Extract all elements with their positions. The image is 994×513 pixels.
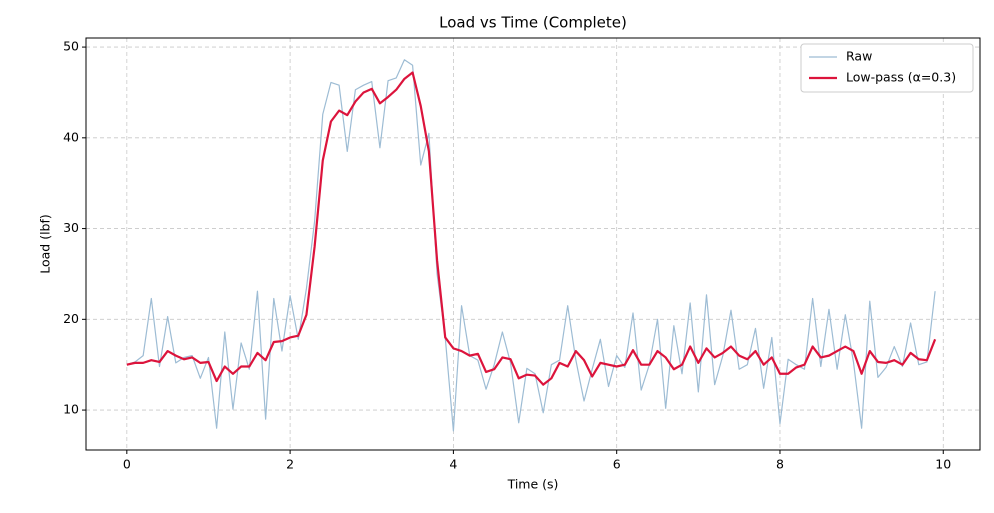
x-tick-label: 10	[935, 457, 951, 472]
plot-frame	[85, 37, 981, 451]
x-tick-label: 0	[123, 457, 131, 472]
y-tick-label: 30	[63, 220, 79, 235]
x-tick-label: 8	[776, 457, 784, 472]
y-tick-label: 40	[63, 129, 79, 144]
x-axis-label: Time (s)	[507, 477, 559, 492]
x-tick-label: 2	[286, 457, 294, 472]
legend-label: Low-pass (α=0.3)	[846, 70, 956, 85]
y-tick-label: 50	[63, 39, 79, 54]
y-axis-label: Load (lbf)	[38, 214, 53, 274]
x-tick-label: 4	[449, 457, 457, 472]
series-line	[126, 71, 937, 386]
legend-label: Raw	[846, 49, 872, 64]
legend-box	[800, 43, 974, 93]
chart-title: Load vs Time (Complete)	[439, 14, 627, 32]
y-tick-label: 10	[63, 402, 79, 417]
y-tick-label: 20	[63, 311, 79, 326]
x-tick-label: 6	[613, 457, 621, 472]
